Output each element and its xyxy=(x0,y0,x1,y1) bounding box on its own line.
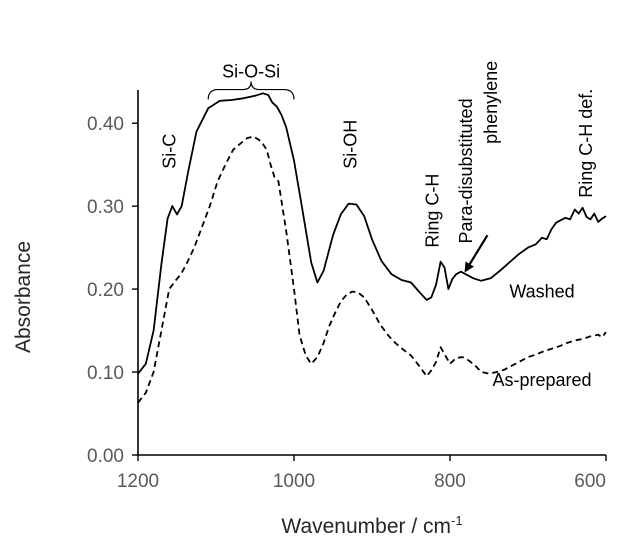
annotation-ring-c-h: Ring C-H xyxy=(422,174,442,248)
series-line-as-prepared xyxy=(137,135,607,404)
y-tick-label: 0.10 xyxy=(87,363,124,384)
x-tick-label: 1000 xyxy=(273,471,315,492)
annotation-phenylene: phenylene xyxy=(481,61,501,144)
y-tick-label: 0.20 xyxy=(87,280,124,301)
y-tick-label: 0.00 xyxy=(87,446,124,467)
y-tick-label: 0.30 xyxy=(87,197,124,218)
x-axis-title-superscript: -1 xyxy=(451,513,463,528)
x-tick-label: 800 xyxy=(434,471,466,492)
annotation-si-c: Si-C xyxy=(159,134,179,169)
annotation-ring-c-h-def: Ring C-H def. xyxy=(576,89,596,198)
axes: 0.00 0.10 0.20 0.30 0.40 1200 1000 800 600 xyxy=(87,90,607,492)
annotation-si-o-si: Si-O-Si xyxy=(222,62,280,82)
annotation-para-disubstituted: Para-disubstituted xyxy=(456,98,476,243)
y-tick-label: 0.40 xyxy=(87,114,124,135)
series-layer xyxy=(137,92,607,404)
x-axis-title-main: Wavenumber / cm xyxy=(281,515,451,538)
x-tick-label: 600 xyxy=(574,471,606,492)
x-tick-label: 1200 xyxy=(117,471,159,492)
annotation-as-prepared: As-prepared xyxy=(492,370,591,390)
annotation-washed: Washed xyxy=(509,281,574,301)
annotations: Si-O-Si Si-C Si-OH Ring C-H Para-disubstitut… xyxy=(159,61,596,390)
para-phenylene-arrow xyxy=(464,234,489,273)
x-axis-title: Wavenumber / cm-1 xyxy=(281,513,462,538)
annotation-si-oh: Si-OH xyxy=(340,120,360,169)
y-axis-title: Absorbance xyxy=(12,241,35,353)
series-line-washed xyxy=(137,92,607,375)
